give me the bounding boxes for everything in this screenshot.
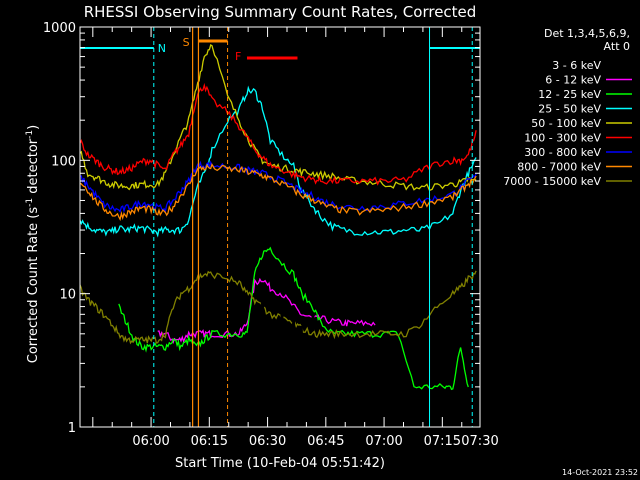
series-point — [311, 315, 315, 332]
x-tick-label: 06:30 — [249, 434, 286, 449]
y-tick-label: 1000 — [43, 21, 76, 36]
y-tick-label: 10 — [59, 288, 76, 303]
series-point — [117, 419, 121, 427]
series-point — [396, 378, 400, 395]
legend-label: 25 - 50 keV — [538, 103, 601, 116]
series-point — [261, 298, 265, 315]
annotation-f: F — [235, 50, 241, 63]
legend-header-line2: Att 0 — [604, 40, 630, 53]
series-point — [163, 419, 167, 427]
x-tick-label: 07:15 — [424, 434, 461, 449]
series-point — [299, 325, 303, 342]
x-tick-label: 06:15 — [191, 434, 228, 449]
series-point — [350, 378, 354, 395]
series-line — [80, 160, 477, 214]
x-tick-label: 07:30 — [461, 434, 498, 449]
series-point — [319, 338, 323, 355]
chart-title: RHESSI Observing Summary Count Rates, Co… — [84, 3, 477, 21]
axes: 1 10 100 1000 06:00 06:15 06:30 06:45 07:00 07:15… — [43, 21, 499, 449]
legend-label: 50 - 100 keV — [531, 117, 601, 130]
annotation-n: N — [158, 42, 166, 55]
series-point — [280, 306, 284, 323]
series-point — [330, 355, 334, 372]
x-tick-label: 06:00 — [132, 434, 169, 449]
legend-label: 100 - 300 keV — [524, 132, 601, 145]
series-point — [171, 419, 175, 427]
series-point — [358, 378, 362, 395]
legend-label: 3 - 6 keV — [552, 59, 601, 72]
plot-frame — [79, 26, 481, 428]
series-point — [179, 419, 183, 427]
series-point — [292, 315, 296, 332]
legend-label: 7000 - 15000 keV — [503, 175, 601, 188]
series-point — [338, 378, 342, 395]
plot-area — [80, 44, 477, 427]
legend-header-line1: Det 1,3,4,5,6,9, — [544, 27, 630, 40]
series-line — [157, 277, 376, 345]
series-point — [377, 378, 381, 395]
series-line — [118, 246, 469, 391]
y-axis-label: Corrected Count Rate (s-1 detector-1) — [25, 125, 41, 363]
series-point — [365, 378, 369, 395]
x-axis-label: Start Time (10-Feb-04 05:51:42) — [175, 456, 385, 471]
series-point — [253, 338, 257, 355]
series-line — [80, 82, 477, 186]
x-tick-label: 07:00 — [365, 434, 402, 449]
footer-timestamp: 14-Oct-2021 23:52 — [562, 468, 638, 477]
series-point — [202, 419, 206, 427]
series-point — [268, 291, 272, 308]
series-point — [210, 419, 214, 427]
series-line — [80, 163, 477, 222]
y-tick-label: 1 — [68, 421, 76, 436]
series-point — [451, 395, 455, 412]
series-point — [245, 419, 249, 427]
legend-label: 12 - 25 keV — [538, 88, 601, 101]
legend-label: 300 - 800 keV — [524, 146, 601, 159]
x-tick-label: 06:45 — [307, 434, 344, 449]
series-point — [408, 395, 412, 412]
series-line — [80, 44, 477, 192]
series-line — [80, 270, 477, 345]
series-point — [237, 419, 241, 427]
legend-label: 800 - 7000 keV — [517, 161, 601, 174]
series-point — [389, 378, 393, 395]
series-line — [80, 85, 477, 238]
legend-label: 6 - 12 keV — [545, 74, 601, 87]
y-tick-label: 100 — [51, 154, 76, 169]
annotation-s: S — [183, 36, 190, 49]
